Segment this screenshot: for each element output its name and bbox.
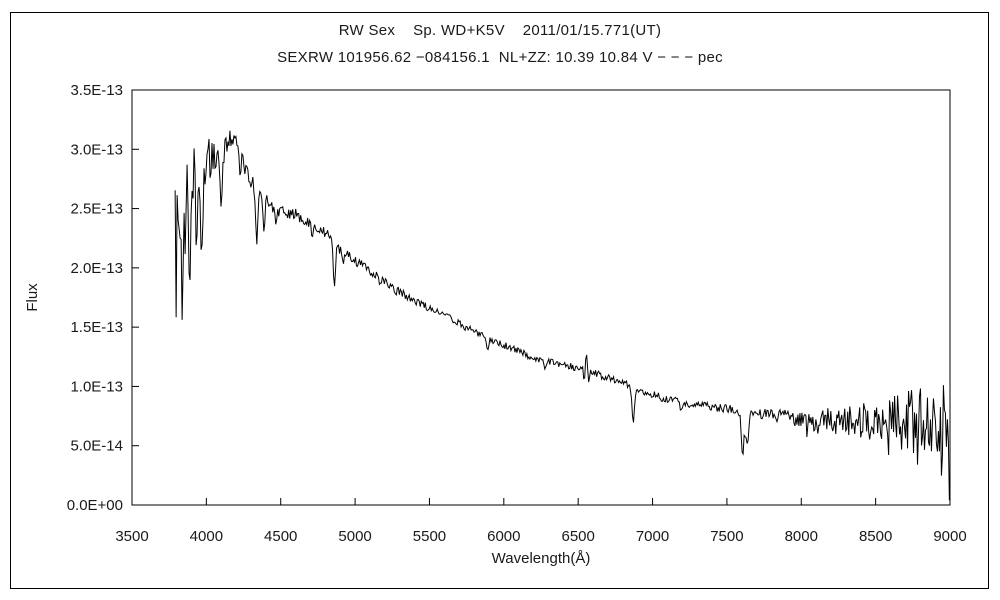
plot-frame xyxy=(131,89,951,506)
x-tick-label: 6000 xyxy=(487,528,520,545)
x-tick-label: 8500 xyxy=(859,528,892,545)
x-tick-label: 5500 xyxy=(413,528,446,545)
chart-title: RW Sex Sp. WD+K5V 2011/01/15.771(UT) xyxy=(338,22,662,39)
y-tick-label: 3.0E-13 xyxy=(70,141,123,158)
y-tick-label: 3.5E-13 xyxy=(70,82,123,99)
x-tick-label: 4000 xyxy=(190,528,223,545)
x-tick-label: 9000 xyxy=(933,528,966,545)
spectrum-line xyxy=(174,130,950,501)
x-axis-label: Wavelength(Å) xyxy=(491,550,591,567)
chart-subtitle: SEXRW 101956.62 −084156.1 NL+ZZ: 10.39 1… xyxy=(277,49,723,66)
x-tick-label: 7000 xyxy=(636,528,669,545)
y-tick-label: 2.0E-13 xyxy=(70,260,123,277)
y-tick-label: 1.0E-13 xyxy=(70,378,123,395)
y-tick-label: 1.5E-13 xyxy=(70,319,123,336)
x-tick-label: 8000 xyxy=(785,528,818,545)
y-tick-label: 5.0E-14 xyxy=(70,438,123,455)
x-tick-label: 6500 xyxy=(561,528,594,545)
x-tick-label: 4500 xyxy=(264,528,297,545)
x-tick-label: 3500 xyxy=(115,528,148,545)
y-tick-label: 0.0E+00 xyxy=(67,497,123,514)
x-tick-label: 7500 xyxy=(710,528,743,545)
y-tick-label: 2.5E-13 xyxy=(70,201,123,218)
outer-border xyxy=(10,12,989,589)
x-tick-label: 5000 xyxy=(338,528,371,545)
y-axis-label: Flux xyxy=(24,283,41,312)
